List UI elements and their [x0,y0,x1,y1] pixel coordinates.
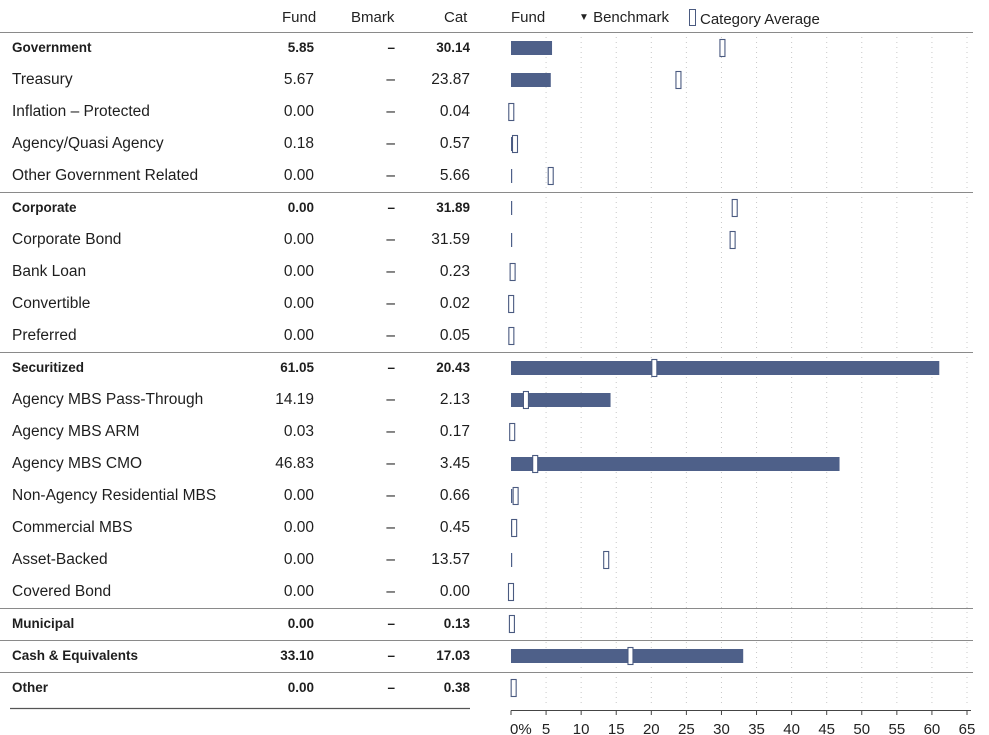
fund-bar [511,489,512,503]
category-average-marker [509,584,514,601]
category-average-marker [509,616,514,633]
x-tick-label: 35 [748,721,765,735]
fund-bar [511,649,743,663]
fund-bar [511,41,552,55]
x-tick-label: 0% [510,721,532,735]
fund-bar [511,553,512,567]
fund-bar [511,201,512,215]
category-average-marker [510,264,515,281]
category-average-marker [512,136,517,153]
x-tick-label: 20 [643,721,660,735]
x-tick-label: 60 [924,721,941,735]
fund-bar [511,233,512,247]
fund-bar [511,73,551,87]
category-average-marker [533,456,538,473]
x-tick-label: 30 [713,721,730,735]
x-tick-label: 45 [818,721,835,735]
category-average-marker [509,328,514,345]
category-average-marker [509,296,514,313]
category-average-marker [628,648,633,665]
x-tick-label: 25 [678,721,695,735]
category-average-marker [604,552,609,569]
category-average-marker [676,72,681,89]
category-average-marker [730,232,735,249]
category-average-marker [509,104,514,121]
category-average-marker [513,488,518,505]
category-average-marker [510,424,515,441]
x-tick-label: 50 [853,721,870,735]
x-tick-label: 55 [889,721,906,735]
fund-bar [511,457,840,471]
category-average-marker [548,168,553,185]
category-average-marker [652,360,657,377]
x-tick-label: 65 [959,721,976,735]
category-average-marker [523,392,528,409]
category-average-marker [720,40,725,57]
category-average-marker [511,680,516,697]
x-tick-label: 5 [542,721,550,735]
x-tick-label: 40 [783,721,800,735]
category-average-marker [732,200,737,217]
x-tick-label: 10 [573,721,590,735]
fund-bar [511,361,939,375]
category-average-marker [512,520,517,537]
x-tick-label: 15 [608,721,625,735]
fund-bar [511,169,512,183]
